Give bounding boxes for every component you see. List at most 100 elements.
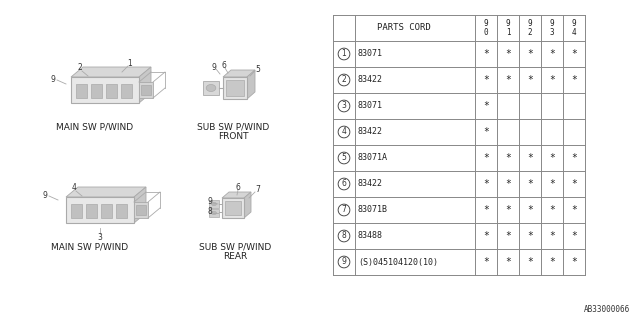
Text: 7: 7	[255, 186, 260, 195]
Bar	[116, 204, 127, 218]
Text: *: *	[527, 231, 533, 241]
Polygon shape	[139, 67, 151, 103]
Text: 1: 1	[127, 59, 132, 68]
Polygon shape	[223, 70, 255, 77]
Text: 9
2: 9 2	[528, 19, 532, 37]
Text: 9: 9	[212, 62, 216, 71]
Text: *: *	[527, 179, 533, 189]
Text: *: *	[483, 257, 489, 267]
Bar	[139, 82, 153, 98]
Text: 9: 9	[342, 258, 346, 267]
Text: 9: 9	[43, 190, 47, 199]
Text: 83071: 83071	[358, 50, 383, 59]
Bar	[222, 198, 244, 218]
Text: 9: 9	[207, 197, 212, 206]
Text: 3: 3	[97, 233, 102, 242]
Text: 5: 5	[342, 154, 346, 163]
Text: 2: 2	[77, 63, 83, 73]
Text: 9
1: 9 1	[506, 19, 510, 37]
Text: *: *	[549, 153, 555, 163]
Text: *: *	[483, 49, 489, 59]
Text: 1: 1	[342, 50, 346, 59]
Text: 4: 4	[342, 127, 346, 137]
Bar	[141, 85, 151, 95]
Ellipse shape	[211, 202, 216, 205]
Text: SUB SW P/WIND
REAR: SUB SW P/WIND REAR	[199, 242, 271, 261]
Text: *: *	[549, 205, 555, 215]
Text: 6: 6	[236, 182, 241, 191]
Text: SUB SW P/WIND
FRONT: SUB SW P/WIND FRONT	[197, 122, 269, 141]
Text: *: *	[483, 75, 489, 85]
Text: 83422: 83422	[358, 76, 383, 84]
Text: *: *	[549, 179, 555, 189]
Polygon shape	[66, 187, 146, 197]
Text: *: *	[483, 205, 489, 215]
Bar	[71, 204, 82, 218]
Text: *: *	[505, 179, 511, 189]
Polygon shape	[66, 197, 134, 223]
Text: 3: 3	[342, 101, 346, 110]
Text: 6: 6	[221, 60, 227, 69]
Text: *: *	[483, 153, 489, 163]
Text: *: *	[549, 49, 555, 59]
Text: 83071: 83071	[358, 101, 383, 110]
Text: *: *	[505, 257, 511, 267]
Text: *: *	[505, 231, 511, 241]
Ellipse shape	[211, 212, 216, 215]
Text: MAIN SW P/WIND: MAIN SW P/WIND	[56, 122, 134, 131]
Text: *: *	[571, 231, 577, 241]
Text: *: *	[549, 75, 555, 85]
Bar	[86, 204, 97, 218]
Text: 83071B: 83071B	[358, 205, 388, 214]
Polygon shape	[222, 192, 251, 198]
Bar	[225, 201, 241, 215]
Text: 83422: 83422	[358, 127, 383, 137]
Text: 6: 6	[342, 180, 346, 188]
Text: *: *	[571, 153, 577, 163]
Polygon shape	[134, 187, 146, 223]
Text: 8: 8	[207, 207, 212, 217]
Text: (S)045104120(10): (S)045104120(10)	[358, 258, 438, 267]
Bar	[209, 209, 219, 217]
Text: *: *	[571, 205, 577, 215]
Text: *: *	[549, 231, 555, 241]
Text: *: *	[527, 205, 533, 215]
Text: 9
3: 9 3	[550, 19, 554, 37]
Polygon shape	[247, 70, 255, 99]
Text: 7: 7	[342, 205, 346, 214]
Bar	[209, 200, 219, 208]
Polygon shape	[71, 77, 139, 103]
Text: 2: 2	[342, 76, 346, 84]
Text: AB33000066: AB33000066	[584, 305, 630, 314]
Text: 83422: 83422	[358, 180, 383, 188]
Bar	[136, 205, 146, 215]
Bar	[101, 204, 112, 218]
Text: *: *	[483, 231, 489, 241]
Text: MAIN SW P/WIND: MAIN SW P/WIND	[51, 242, 129, 251]
Text: *: *	[505, 75, 511, 85]
Text: 9: 9	[51, 75, 56, 84]
Text: 83071A: 83071A	[358, 154, 388, 163]
Text: *: *	[527, 257, 533, 267]
Text: *: *	[505, 153, 511, 163]
Text: *: *	[483, 179, 489, 189]
Bar	[223, 77, 247, 99]
Bar	[76, 84, 87, 98]
Text: *: *	[505, 205, 511, 215]
Polygon shape	[71, 67, 151, 77]
Text: *: *	[571, 179, 577, 189]
Bar	[226, 80, 244, 96]
Text: 8: 8	[342, 231, 346, 241]
Polygon shape	[244, 192, 251, 218]
Text: *: *	[527, 49, 533, 59]
Text: 9
0: 9 0	[484, 19, 488, 37]
Bar	[203, 81, 219, 95]
Text: 83488: 83488	[358, 231, 383, 241]
Text: *: *	[571, 49, 577, 59]
Text: *: *	[549, 257, 555, 267]
Text: *: *	[505, 49, 511, 59]
Text: 4: 4	[72, 183, 76, 193]
Text: *: *	[527, 75, 533, 85]
Text: *: *	[483, 127, 489, 137]
Bar	[121, 84, 132, 98]
